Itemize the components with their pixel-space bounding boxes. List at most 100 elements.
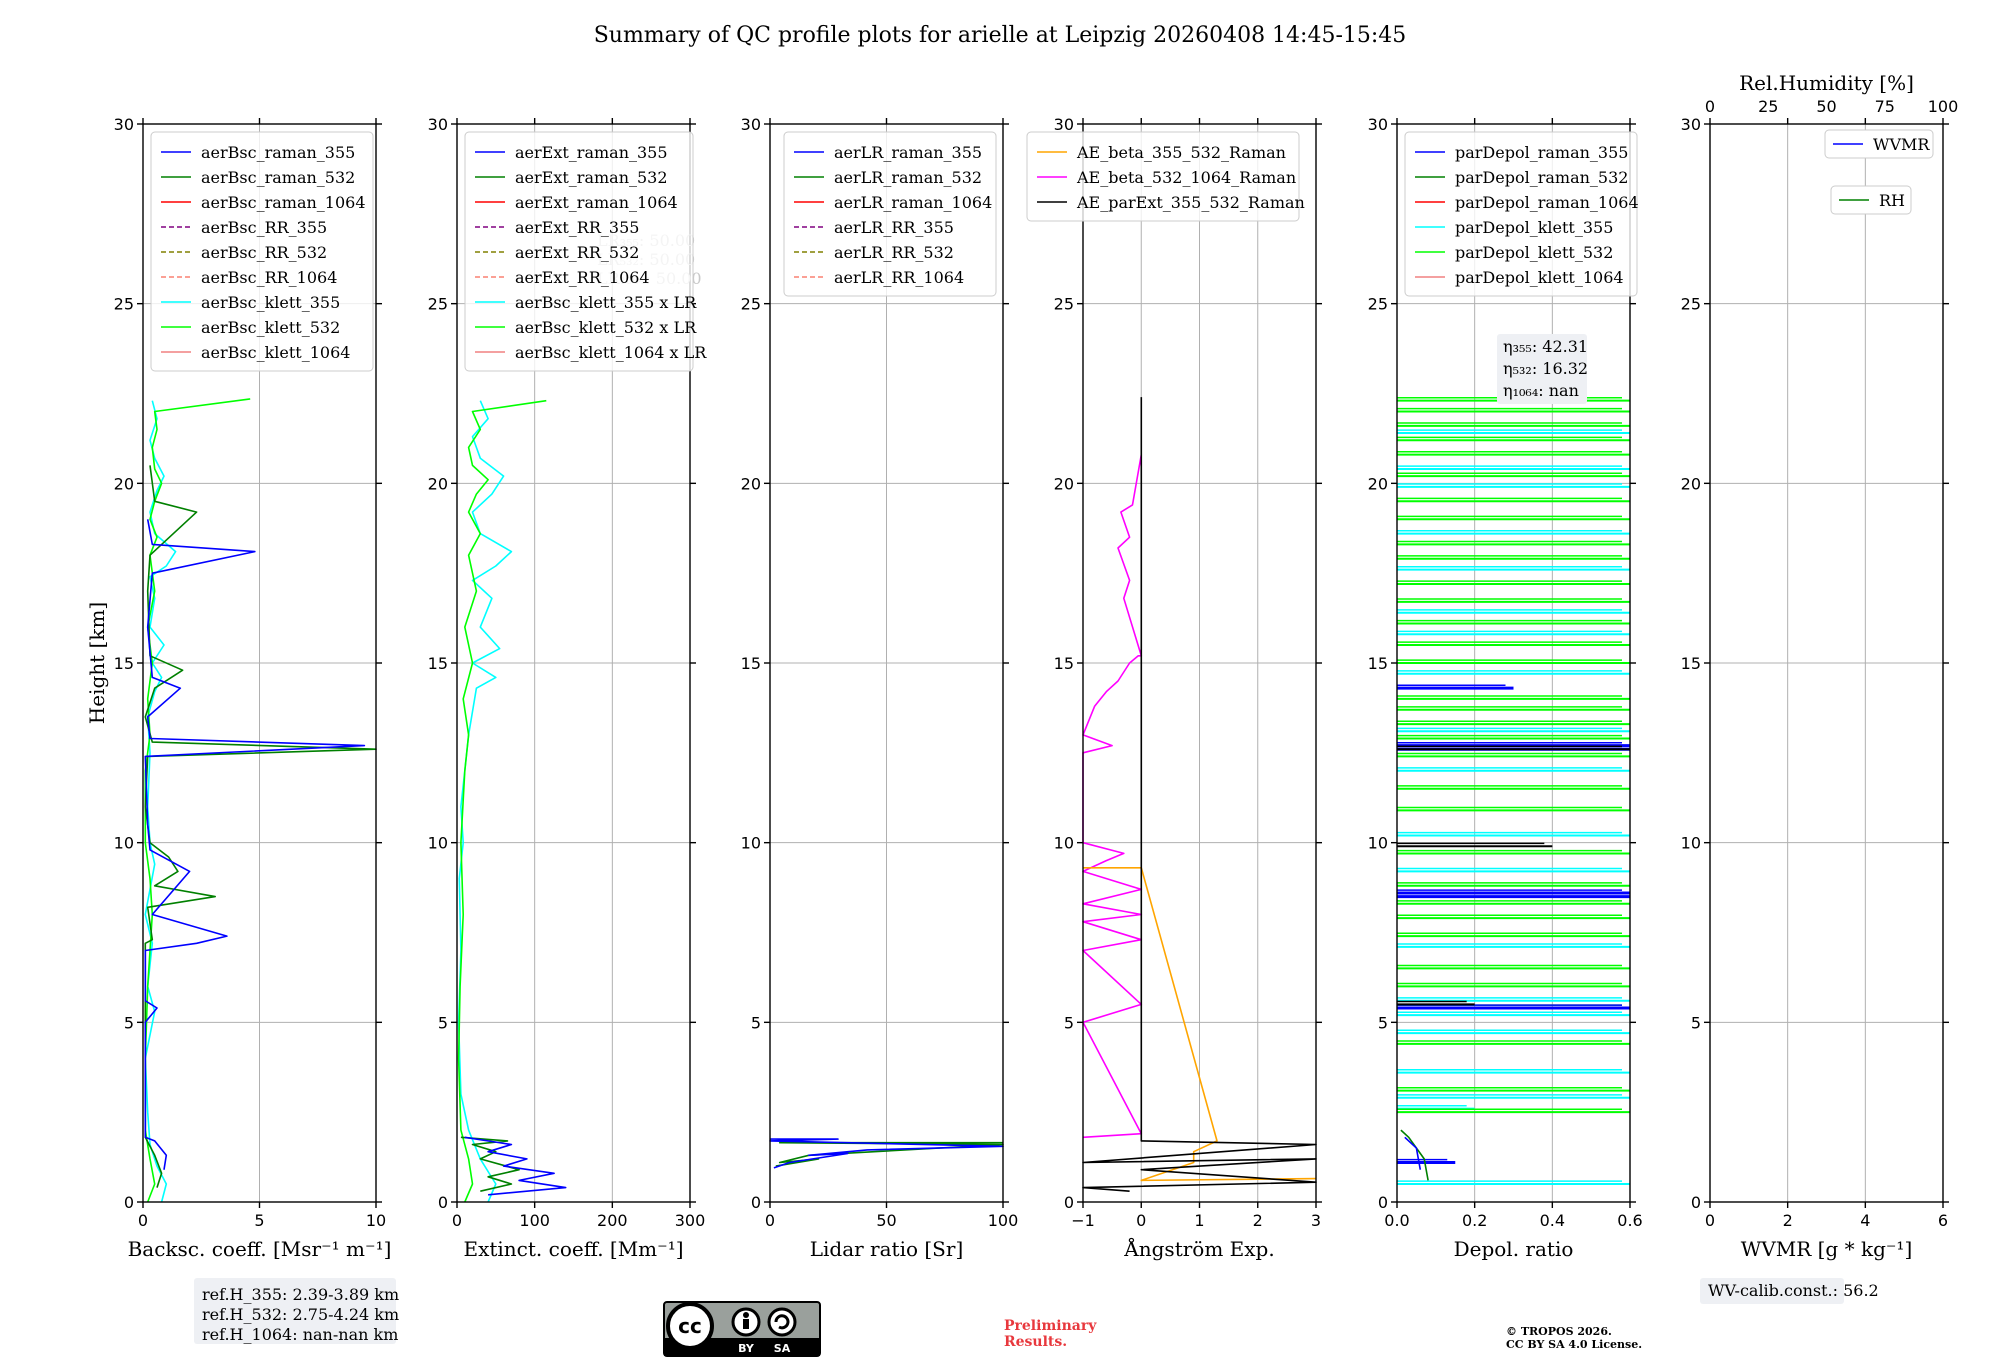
legend-label: AE_beta_355_532_Raman bbox=[1076, 143, 1286, 162]
series-aerBsc_klett_355 bbox=[144, 400, 177, 1203]
x-tick-label: 0.4 bbox=[1540, 1211, 1565, 1230]
y-tick-label: 10 bbox=[1368, 834, 1388, 853]
preliminary-label-1: Preliminary bbox=[1004, 1318, 1097, 1334]
x-tick-label: 0 bbox=[1136, 1211, 1146, 1230]
legend-label: aerExt_raman_532 bbox=[515, 168, 668, 187]
legend-label: aerBsc_klett_532 x LR bbox=[515, 318, 697, 337]
y-tick-label: 5 bbox=[1378, 1013, 1388, 1032]
x-axis-label: Ångström Exp. bbox=[1123, 1236, 1274, 1261]
legend-label: parDepol_klett_532 bbox=[1455, 243, 1613, 262]
legend-label: aerExt_RR_1064 bbox=[515, 268, 650, 287]
ref-height-box: ref.H_355: 2.39-3.89 km ref.H_532: 2.75-… bbox=[194, 1278, 399, 1344]
y-tick-label: 5 bbox=[751, 1013, 761, 1032]
ref-height-532: ref.H_532: 2.75-4.24 km bbox=[202, 1305, 399, 1324]
legend: AE_beta_355_532_Raman AE_beta_532_1064_Ra… bbox=[1026, 131, 1305, 222]
panel-depol: 0 5 10 15 20 25 30 0.0 0.2 0.4 0.6 Depol. ratio parD… bbox=[1368, 115, 1643, 1261]
x-axis-label: Backsc. coeff. [Msr⁻¹ m⁻¹] bbox=[128, 1237, 392, 1261]
panel-lr: 0 5 10 15 20 25 30 0 50 100 Lidar ratio [Sr] aerLR_… bbox=[741, 115, 1019, 1261]
legend-label: parDepol_klett_355 bbox=[1455, 218, 1613, 237]
figure-title: Summary of QC profile plots for arielle … bbox=[594, 23, 1407, 48]
legend-box bbox=[150, 131, 374, 372]
y-tick-label: 0 bbox=[124, 1193, 134, 1212]
legend-label: aerBsc_raman_355 bbox=[201, 143, 355, 162]
copyright-line-1: © TROPOS 2026. bbox=[1506, 1325, 1612, 1338]
legend-label: aerExt_raman_1064 bbox=[515, 193, 678, 212]
x-tick-label: 10 bbox=[366, 1211, 386, 1230]
sa-circle-icon bbox=[767, 1307, 797, 1337]
cc-letters: cc bbox=[678, 1314, 702, 1338]
legend-label: aerBsc_klett_355 bbox=[201, 293, 340, 312]
legend-label: AE_beta_532_1064_Raman bbox=[1076, 168, 1296, 187]
legend-label: aerBsc_klett_355 x LR bbox=[515, 293, 697, 312]
legend-label: aerLR_raman_1064 bbox=[834, 193, 992, 212]
y-tick-label: 5 bbox=[1691, 1013, 1701, 1032]
series-aerBsc_klett_355 x LR bbox=[457, 400, 513, 1203]
legend-label: aerLR_raman_355 bbox=[834, 143, 982, 162]
series-parDepol_raman_355 bbox=[1404, 1136, 1422, 1170]
top-x-tick-label: 100 bbox=[1928, 97, 1959, 116]
legend-label: aerLR_RR_355 bbox=[834, 218, 954, 237]
y-tick-label: 15 bbox=[1368, 654, 1388, 673]
y-tick-label: 15 bbox=[1681, 654, 1701, 673]
eta-box-bg bbox=[1497, 334, 1587, 404]
top-x-tick-label: 50 bbox=[1816, 97, 1836, 116]
y-tick-label: 15 bbox=[114, 654, 134, 673]
legend-box bbox=[1026, 131, 1300, 222]
legend-label: parDepol_raman_355 bbox=[1455, 143, 1628, 162]
legend-label: parDepol_raman_532 bbox=[1455, 168, 1628, 187]
eta-value: η₃₅₅: 42.31 bbox=[1503, 337, 1588, 356]
cc-by-text: BY bbox=[738, 1342, 755, 1355]
by-person-head bbox=[743, 1312, 749, 1318]
y-tick-label: 0 bbox=[1691, 1193, 1701, 1212]
y-tick-label: 5 bbox=[124, 1013, 134, 1032]
legend-label: aerBsc_klett_532 bbox=[201, 318, 340, 337]
x-axis-label: WVMR [g * kg⁻¹] bbox=[1741, 1237, 1913, 1261]
x-tick-label: 2 bbox=[1783, 1211, 1793, 1230]
legend-label: aerLR_RR_1064 bbox=[834, 268, 964, 287]
legend-label: aerBsc_RR_355 bbox=[201, 218, 327, 237]
ref-height-355: ref.H_355: 2.39-3.89 km bbox=[202, 1285, 399, 1304]
legend-label-wvmr: WVMR bbox=[1873, 135, 1930, 154]
x-tick-label: 0 bbox=[452, 1211, 462, 1230]
legend-label: AE_parExt_355_532_Raman bbox=[1076, 193, 1305, 212]
legend-label: aerBsc_raman_1064 bbox=[201, 193, 366, 212]
legend-label: aerLR_RR_532 bbox=[834, 243, 954, 262]
y-tick-label: 20 bbox=[1054, 474, 1074, 493]
series-aerBsc_klett_532 x LR bbox=[457, 399, 547, 1203]
x-tick-label: 2 bbox=[1253, 1211, 1263, 1230]
x-tick-label: 200 bbox=[597, 1211, 628, 1230]
by-person-body bbox=[743, 1319, 749, 1329]
x-tick-label: 6 bbox=[1938, 1211, 1948, 1230]
y-tick-label: 5 bbox=[438, 1013, 448, 1032]
legend: parDepol_raman_355 parDepol_raman_532 parD… bbox=[1404, 131, 1639, 297]
y-tick-label: 30 bbox=[1681, 115, 1701, 134]
x-tick-label: 100 bbox=[519, 1211, 550, 1230]
y-tick-label: 30 bbox=[741, 115, 761, 134]
cc-license-logo: cc BY SA bbox=[663, 1301, 821, 1357]
y-tick-label: 10 bbox=[428, 834, 448, 853]
x-axis-label: Extinct. coeff. [Mm⁻¹] bbox=[463, 1237, 683, 1261]
y-tick-label: 10 bbox=[1681, 834, 1701, 853]
legend-label: aerExt_RR_355 bbox=[515, 218, 639, 237]
y-tick-label: 25 bbox=[428, 295, 448, 314]
series-aerBsc_raman_532 bbox=[144, 465, 377, 1188]
legend-label-rh: RH bbox=[1879, 191, 1905, 210]
wv-calib-box: WV-calib.const.: 56.2 bbox=[1700, 1278, 1879, 1304]
x-axis-label: Lidar ratio [Sr] bbox=[810, 1237, 964, 1261]
series-AE_beta_532_1064_Raman bbox=[1082, 454, 1143, 1139]
ref-height-box-bg bbox=[194, 1278, 396, 1344]
top-x-tick-label: 25 bbox=[1758, 97, 1778, 116]
legend-label: aerExt_raman_355 bbox=[515, 143, 668, 162]
x-tick-label: 0.2 bbox=[1462, 1211, 1487, 1230]
legend-box-wvmr bbox=[1824, 129, 1934, 159]
x-tick-label: 100 bbox=[988, 1211, 1019, 1230]
cc-sa-text: SA bbox=[774, 1342, 791, 1355]
series-aerExt_raman_355 bbox=[464, 1136, 567, 1196]
series-aerLR_raman_355 bbox=[769, 1138, 1004, 1169]
y-tick-label: 25 bbox=[741, 295, 761, 314]
y-tick-label: 20 bbox=[1681, 474, 1701, 493]
